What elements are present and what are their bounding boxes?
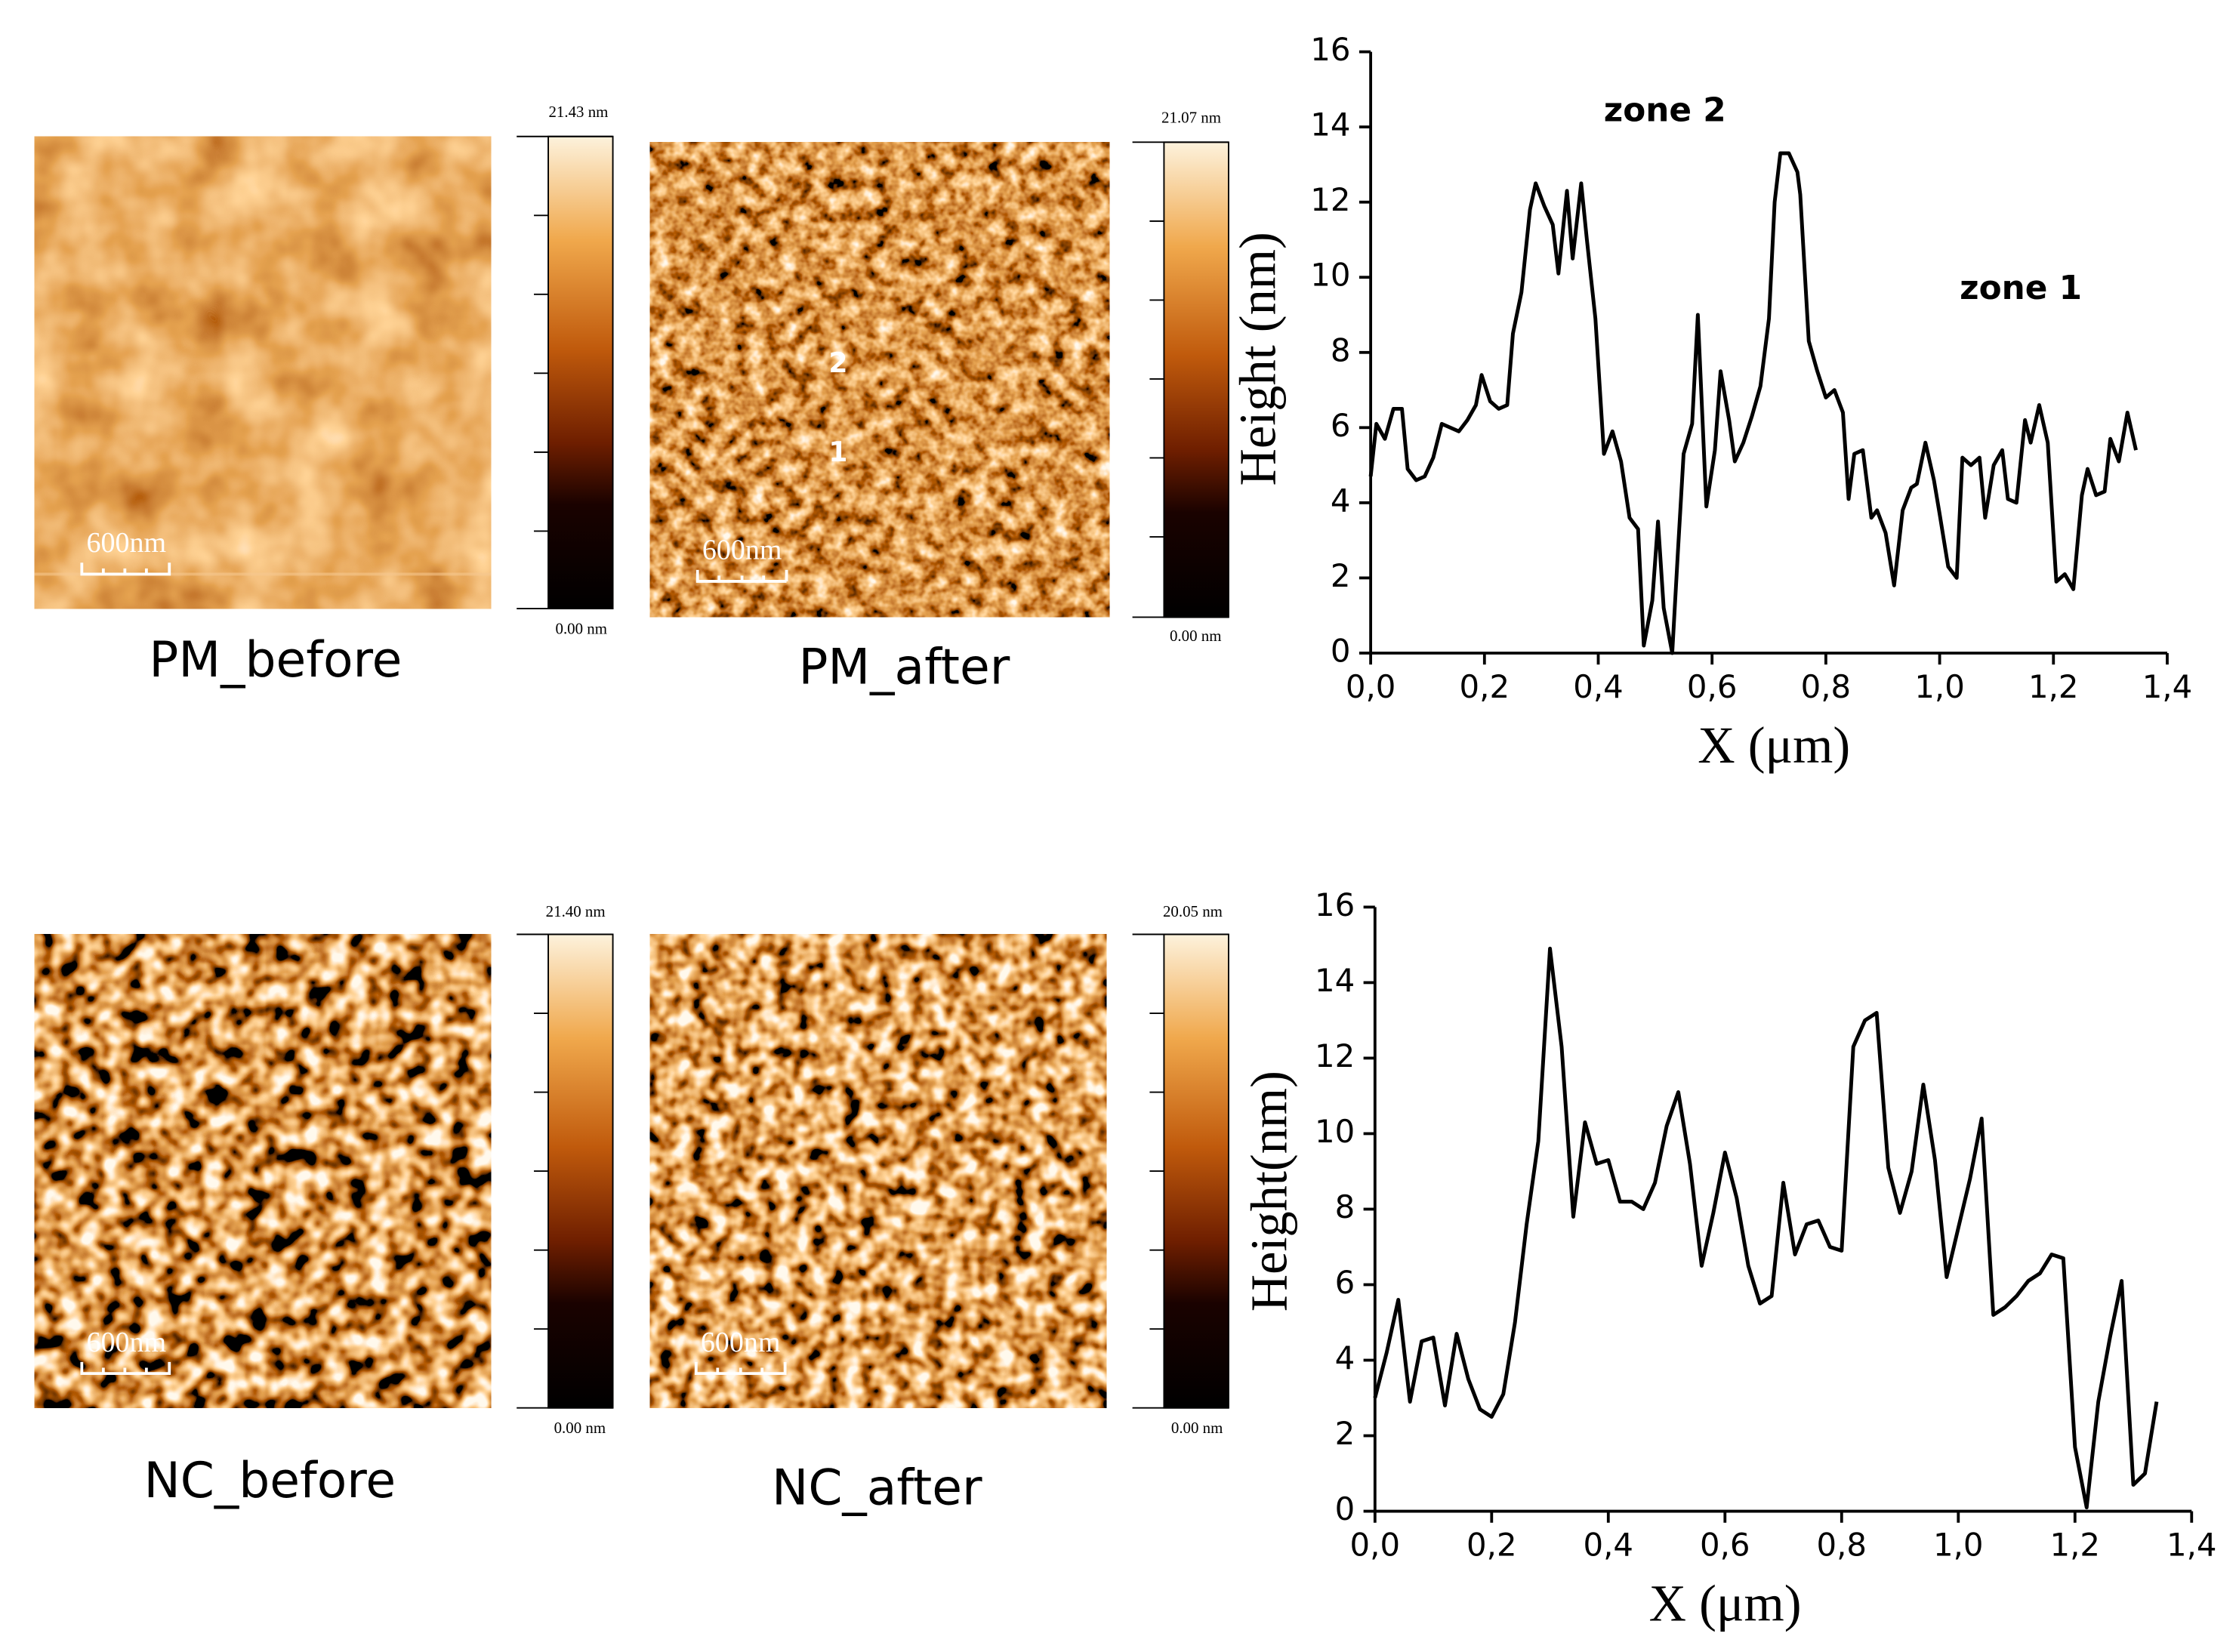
colorbar-ticks	[1132, 933, 1229, 1409]
colorbar-max: 21.40 nm	[546, 902, 606, 920]
x-tick-label: 1,2	[2050, 1527, 2100, 1564]
scale-bar-label: 600nm	[702, 535, 782, 566]
y-tick-label: 8	[1335, 1188, 1355, 1225]
y-tick-label: 2	[1331, 557, 1351, 594]
x-tick-label: 0,4	[1584, 1527, 1633, 1564]
x-tick-label: 0,0	[1350, 1527, 1400, 1564]
afm-panel: 600nm 21.40 nm 0.00 nm NC_before	[34, 902, 614, 1509]
afm-image	[649, 934, 1107, 1408]
y-axis-label: Height(nm)	[1240, 1071, 1297, 1311]
y-tick-label: 16	[1315, 886, 1355, 923]
y-tick-label: 12	[1315, 1037, 1355, 1074]
x-tick-label: 0,0	[1346, 668, 1396, 705]
annotation: zone 1	[1960, 269, 2082, 307]
y-tick-label: 8	[1331, 331, 1351, 368]
annotation: zone 2	[1604, 91, 1726, 129]
y-tick-label: 14	[1310, 106, 1350, 143]
y-axis-label: Height (nm)	[1229, 232, 1286, 485]
afm-panel: 600nm 20.05 nm 0.00 nm NC_after	[649, 902, 1229, 1517]
x-tick-label: 0,6	[1700, 1527, 1750, 1564]
x-tick-label: 0,2	[1460, 668, 1510, 705]
scale-bar-label: 600nm	[701, 1327, 781, 1358]
colorbar-ticks	[517, 135, 613, 610]
y-tick-label: 12	[1310, 181, 1350, 218]
scale-bar	[695, 569, 788, 583]
zone-marker: 2	[828, 347, 847, 379]
colorbar-min: 0.00 nm	[1170, 627, 1221, 645]
y-tick-label: 0	[1331, 632, 1351, 669]
y-tick-label: 16	[1310, 31, 1350, 68]
x-tick-label: 1,2	[2028, 668, 2078, 705]
colorbar	[1163, 141, 1229, 618]
afm-panel: 2 1 600nm 21.07 nm 0.00 nm PM_after	[649, 109, 1229, 695]
y-tick-label: 10	[1310, 257, 1350, 294]
colorbar	[547, 933, 614, 1409]
afm-panel: 600nm 21.43 nm 0.00 nm PM_before	[34, 103, 614, 689]
y-tick-label: 2	[1335, 1415, 1355, 1452]
y-tick-label: 6	[1335, 1264, 1355, 1301]
panel-caption: NC_after	[772, 1460, 982, 1517]
scale-bar	[694, 1361, 787, 1375]
colorbar	[1163, 933, 1229, 1409]
y-tick-label: 4	[1335, 1339, 1355, 1376]
panel-caption: NC_before	[143, 1453, 396, 1509]
x-tick-label: 1,4	[2142, 668, 2192, 705]
colorbar-min: 0.00 nm	[554, 1419, 606, 1437]
colorbar-max: 20.05 nm	[1163, 902, 1223, 920]
scale-bar	[80, 562, 171, 576]
x-tick-label: 0,2	[1466, 1527, 1516, 1564]
colorbar-min: 0.00 nm	[556, 619, 607, 637]
colorbar-ticks	[1132, 141, 1229, 618]
y-tick-label: 4	[1331, 482, 1351, 519]
panel-caption: PM_after	[798, 639, 1010, 695]
colorbar-ticks	[517, 933, 613, 1409]
zone-marker: 1	[828, 436, 847, 468]
afm-image	[34, 934, 492, 1408]
data-line	[1373, 946, 2159, 1510]
x-axis-label: X (μm)	[1698, 717, 1850, 774]
afm-image	[34, 136, 492, 609]
y-tick-label: 10	[1315, 1113, 1355, 1150]
x-tick-label: 1,0	[1933, 1527, 1983, 1564]
colorbar-max: 21.43 nm	[548, 103, 608, 121]
x-tick-label: 0,8	[1817, 1527, 1867, 1564]
y-tick-label: 6	[1331, 407, 1351, 444]
data-line	[1368, 151, 2138, 655]
x-axis-label: X (μm)	[1649, 1575, 1802, 1632]
colorbar	[547, 135, 614, 610]
x-tick-label: 0,4	[1573, 668, 1623, 705]
scale-bar	[80, 1361, 171, 1375]
afm-image	[649, 142, 1110, 618]
colorbar-min: 0.00 nm	[1171, 1419, 1223, 1437]
scale-bar-label: 600nm	[86, 527, 166, 559]
colorbar-max: 21.07 nm	[1161, 109, 1221, 127]
x-tick-label: 0,6	[1687, 668, 1737, 705]
y-tick-label: 0	[1335, 1490, 1355, 1527]
panel-caption: PM_before	[149, 632, 402, 689]
x-tick-label: 0,8	[1801, 668, 1851, 705]
x-tick-label: 1,0	[1914, 668, 1964, 705]
y-tick-label: 14	[1315, 962, 1355, 999]
x-tick-label: 1,4	[2167, 1527, 2216, 1564]
scale-bar-label: 600nm	[86, 1327, 166, 1358]
